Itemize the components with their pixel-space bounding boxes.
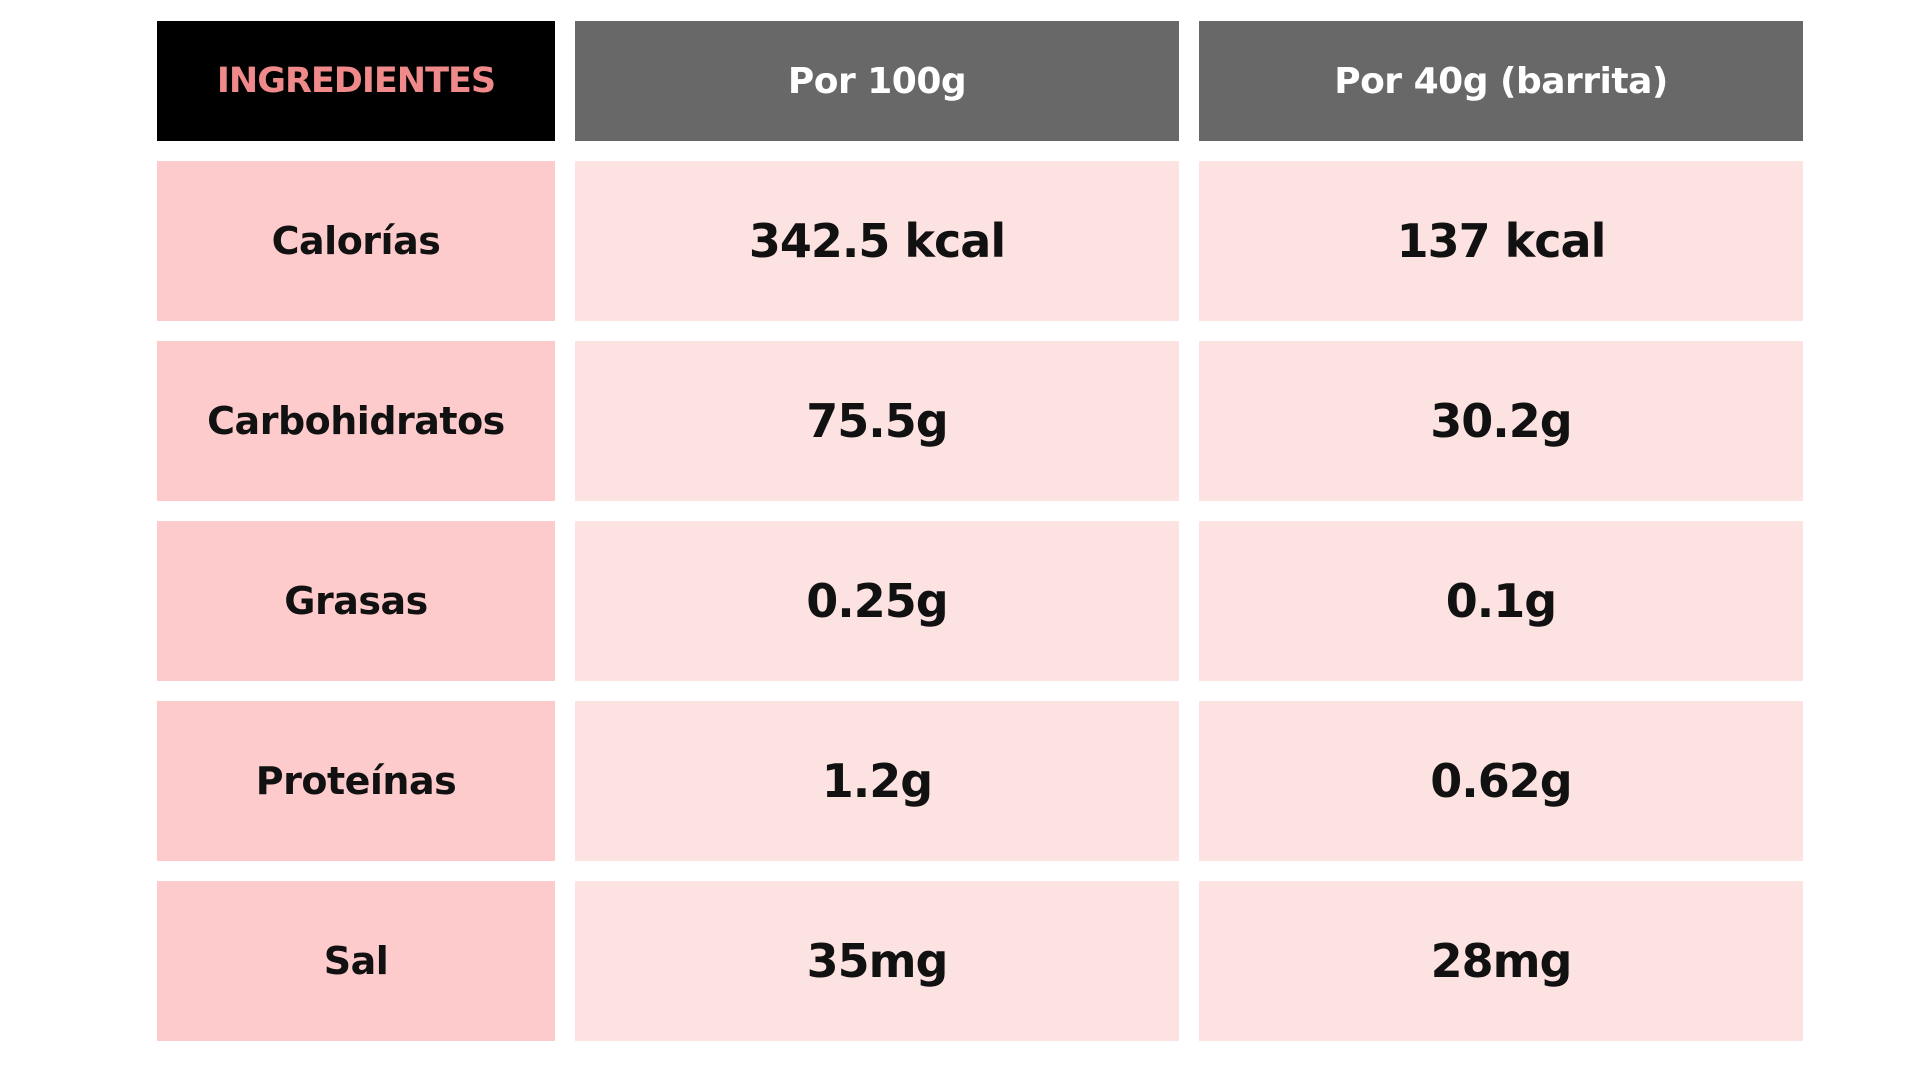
value-sal-per-40g: 28mg — [1199, 881, 1803, 1041]
row-label-grasas: Grasas — [157, 521, 555, 681]
value-grasas-per-100g: 0.25g — [575, 521, 1179, 681]
value-proteinas-per-40g: 0.62g — [1199, 701, 1803, 861]
value-carbohidratos-per-40g: 30.2g — [1199, 341, 1803, 501]
value-calorias-per-40g: 137 kcal — [1199, 161, 1803, 321]
value-carbohidratos-per-100g: 75.5g — [575, 341, 1179, 501]
value-calorias-per-100g: 342.5 kcal — [575, 161, 1179, 321]
header-per-100g: Por 100g — [575, 21, 1179, 141]
row-label-carbohidratos: Carbohidratos — [157, 341, 555, 501]
header-per-40g: Por 40g (barrita) — [1199, 21, 1803, 141]
value-sal-per-100g: 35mg — [575, 881, 1179, 1041]
value-proteinas-per-100g: 1.2g — [575, 701, 1179, 861]
value-grasas-per-40g: 0.1g — [1199, 521, 1803, 681]
header-ingredientes: INGREDIENTES — [157, 21, 555, 141]
nutrition-table: INGREDIENTES Por 100g Por 40g (barrita) … — [157, 21, 1803, 1041]
row-label-calorias: Calorías — [157, 161, 555, 321]
row-label-sal: Sal — [157, 881, 555, 1041]
row-label-proteinas: Proteínas — [157, 701, 555, 861]
